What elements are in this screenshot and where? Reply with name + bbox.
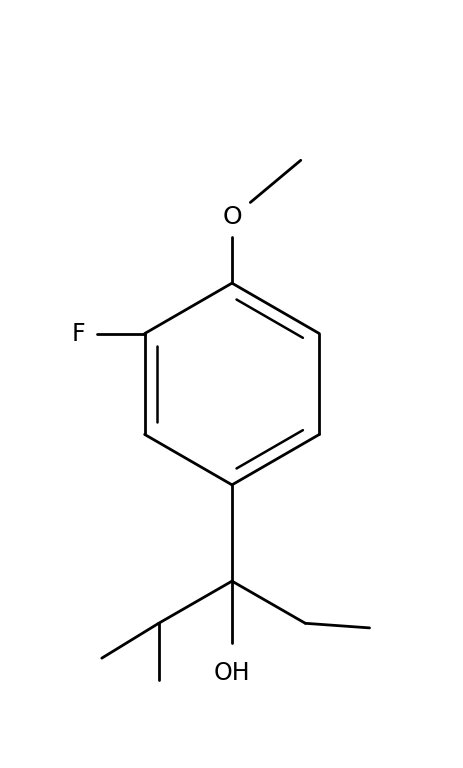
Text: F: F [72,322,85,346]
Text: O: O [222,205,241,229]
Text: OH: OH [213,661,250,685]
